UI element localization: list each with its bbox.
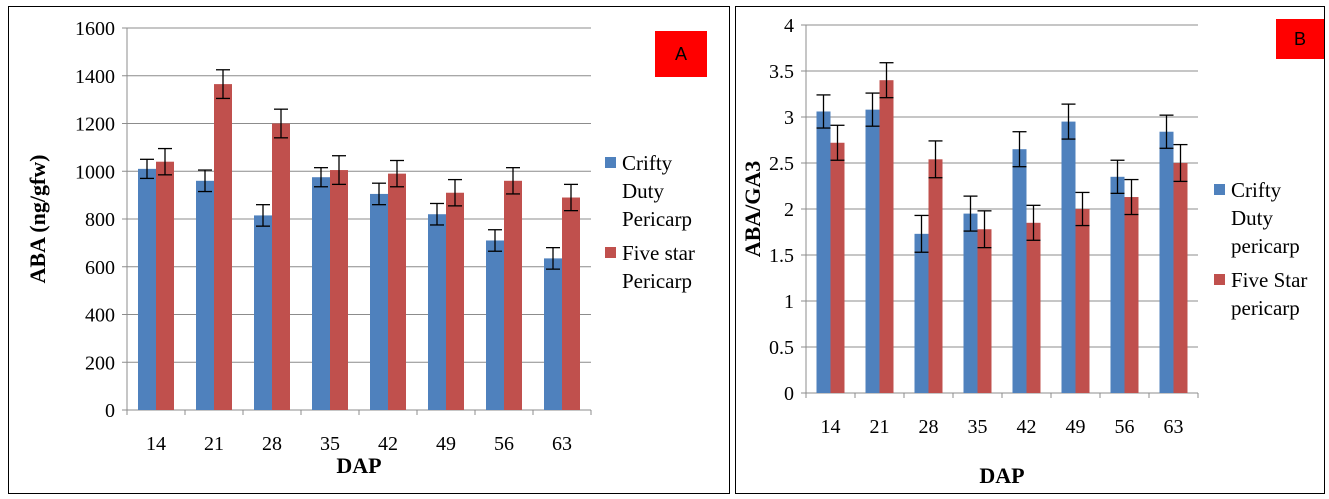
chart-b-y-tick-label: 3 xyxy=(784,107,794,129)
chart-a-x-tick-label: 35 xyxy=(320,433,340,455)
chart-b-x-tick-label: 28 xyxy=(919,416,939,438)
chart-a-bar-red xyxy=(388,173,406,410)
chart-b-bar-blue xyxy=(963,213,978,393)
chart-b-bar-blue xyxy=(914,233,929,393)
chart-a-y-tick-label: 1200 xyxy=(75,114,115,136)
chart-b-y-tick-label: 2.5 xyxy=(769,153,794,175)
chart-b-bar-blue xyxy=(1110,176,1125,393)
chart-b-x-tick-label: 21 xyxy=(870,416,890,438)
chart-b-bar-blue xyxy=(1012,149,1027,393)
chart-b-y-tick-label: 4 xyxy=(784,15,794,37)
chart-a-bar-red xyxy=(156,161,174,410)
chart-a-bar-red xyxy=(214,84,232,410)
chart-a-y-tick-label: 800 xyxy=(85,209,115,231)
chart-b-bar-red xyxy=(1173,163,1188,393)
chart-a-x-axis-title: DAP xyxy=(336,453,381,478)
chart-b-y-tick-label: 0.5 xyxy=(769,337,794,359)
chart-b-legend-swatch-blue xyxy=(1214,184,1225,195)
chart-b-bar-blue xyxy=(816,111,831,393)
chart-a-y-tick-label: 400 xyxy=(85,305,115,327)
chart-a-bar-red xyxy=(562,197,580,410)
chart-b-bar-red xyxy=(928,159,943,393)
chart-b-bar-red xyxy=(1075,209,1090,393)
chart-b-y-tick-label: 3.5 xyxy=(769,61,794,83)
chart-b-x-tick-label: 56 xyxy=(1115,416,1135,438)
chart-b-y-tick-label: 1 xyxy=(784,291,794,313)
chart-b-bar-blue xyxy=(1159,131,1174,393)
chart-b-svg: 0 0.5 1 1.5 2 2.5 3 3.5 4 14 21 28 35 42 49 56 63 DAP ABA/… xyxy=(740,15,1307,488)
panel-label-b-badge: B xyxy=(1276,19,1324,59)
chart-b-x-tick-label: 63 xyxy=(1164,416,1184,438)
chart-a-bar-blue xyxy=(138,168,156,410)
chart-b-bar-red xyxy=(879,80,894,393)
chart-b-legend-label: Five Star xyxy=(1231,268,1307,292)
chart-b-x-axis-title: DAP xyxy=(979,463,1024,488)
chart-a-bar-blue xyxy=(428,214,446,410)
chart-b-y-axis-title: ABA/GA3 xyxy=(740,161,765,258)
chart-b-legend-label: Duty xyxy=(1231,206,1274,230)
chart-a-bar-blue xyxy=(196,180,214,410)
chart-a-legend-label: Pericarp xyxy=(622,269,692,293)
chart-a-x-tick-label: 21 xyxy=(204,433,224,455)
chart-a-x-tick-label: 63 xyxy=(552,433,572,455)
chart-a-x-tick-label: 28 xyxy=(262,433,282,455)
chart-panel-b: 0 0.5 1 1.5 2 2.5 3 3.5 4 14 21 28 35 42 49 56 63 DAP ABA/… xyxy=(735,6,1325,494)
chart-b-bar-red xyxy=(1124,197,1139,393)
chart-a-y-tick-label: 1000 xyxy=(75,161,115,183)
chart-a-bar-blue xyxy=(544,258,562,410)
chart-a-y-tick-label: 1400 xyxy=(75,66,115,88)
chart-a-bar-red xyxy=(272,123,290,410)
chart-b-bar-red xyxy=(1026,222,1041,393)
chart-a-legend-label: Pericarp xyxy=(622,207,692,231)
chart-a-x-tick-label: 42 xyxy=(378,433,398,455)
chart-a-x-tick-label: 49 xyxy=(436,433,456,455)
chart-a-bar-blue xyxy=(370,193,388,410)
chart-a-bar-red xyxy=(446,192,464,410)
chart-a-legend-label: Five star xyxy=(622,241,695,265)
chart-b-x-tick-label: 49 xyxy=(1066,416,1086,438)
chart-a-x-tick-label: 14 xyxy=(146,433,166,455)
chart-panel-a: 0 200 400 600 800 1000 1200 1400 1600 14 21 28 35 42 4… xyxy=(8,6,730,494)
chart-a-y-tick-label: 1600 xyxy=(75,18,115,40)
chart-b-y-tick-label: 0 xyxy=(784,383,794,405)
chart-a-bar-blue xyxy=(312,177,330,410)
chart-a-bar-red xyxy=(330,170,348,410)
chart-b-legend-label: Crifty xyxy=(1231,178,1282,202)
chart-a-svg: 0 200 400 600 800 1000 1200 1400 1600 14 21 28 35 42 4… xyxy=(25,18,695,478)
chart-b-bar-blue xyxy=(1061,121,1076,393)
chart-a-bar-blue xyxy=(254,215,272,410)
chart-b-bar-red xyxy=(977,229,992,393)
chart-a-bar-blue xyxy=(486,240,504,410)
chart-b-bar-blue xyxy=(865,109,880,393)
chart-a-legend-label: Duty xyxy=(622,179,665,203)
chart-b-x-tick-label: 35 xyxy=(968,416,988,438)
chart-a-bar-red xyxy=(504,180,522,410)
chart-a-legend-swatch-red xyxy=(605,247,616,258)
chart-b-legend-label: pericarp xyxy=(1231,296,1300,320)
chart-a-y-tick-label: 0 xyxy=(105,400,115,422)
chart-a-y-tick-label: 200 xyxy=(85,352,115,374)
chart-b-bar-red xyxy=(830,142,845,393)
chart-b-x-tick-label: 14 xyxy=(821,416,841,438)
chart-b-legend-swatch-red xyxy=(1214,274,1225,285)
chart-b-x-tick-label: 42 xyxy=(1017,416,1037,438)
chart-b-legend-label: pericarp xyxy=(1231,234,1300,258)
chart-a-x-tick-label: 56 xyxy=(494,433,514,455)
chart-b-y-tick-label: 2 xyxy=(784,199,794,221)
chart-a-y-axis-title: ABA (ng/gfw) xyxy=(25,155,50,284)
chart-a-legend-label: Crifty xyxy=(622,151,673,175)
panel-label-a-badge: A xyxy=(655,31,707,77)
chart-b-y-tick-label: 1.5 xyxy=(769,245,794,267)
chart-a-y-tick-label: 600 xyxy=(85,257,115,279)
chart-a-legend-swatch-blue xyxy=(605,157,616,168)
